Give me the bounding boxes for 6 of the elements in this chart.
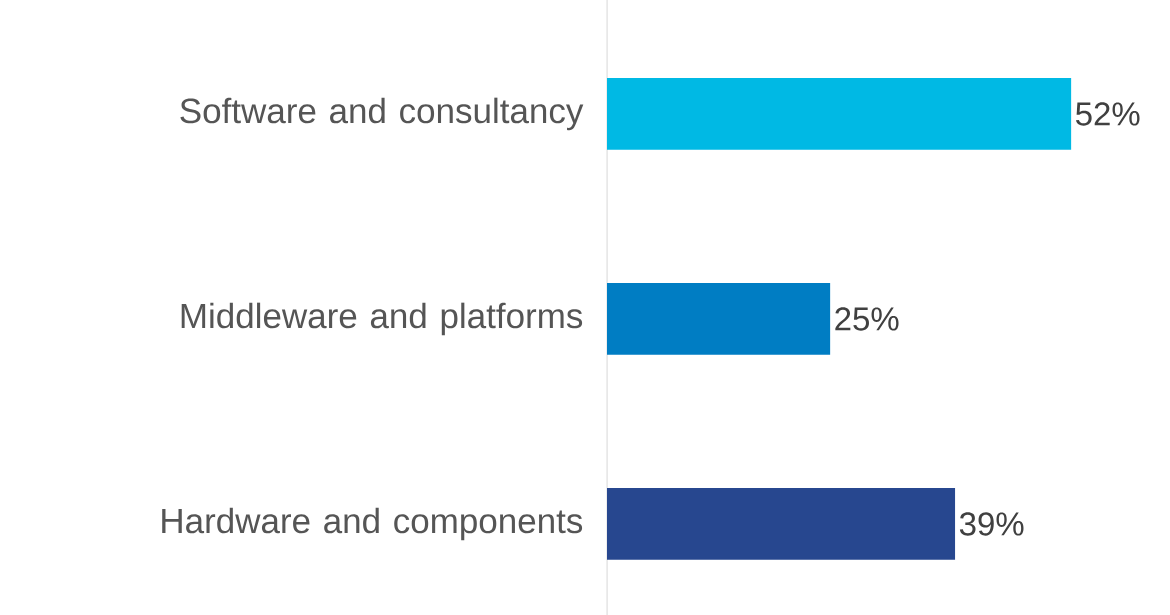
data-label: 39% <box>959 512 1024 536</box>
y-tick-label: Software and consultancy <box>180 97 584 131</box>
data-label: 52% <box>1075 102 1140 126</box>
y-tick-label: Hardware and components <box>162 507 583 541</box>
y-tick-label: Middleware and platforms <box>181 302 583 336</box>
data-label: 25% <box>835 307 899 331</box>
